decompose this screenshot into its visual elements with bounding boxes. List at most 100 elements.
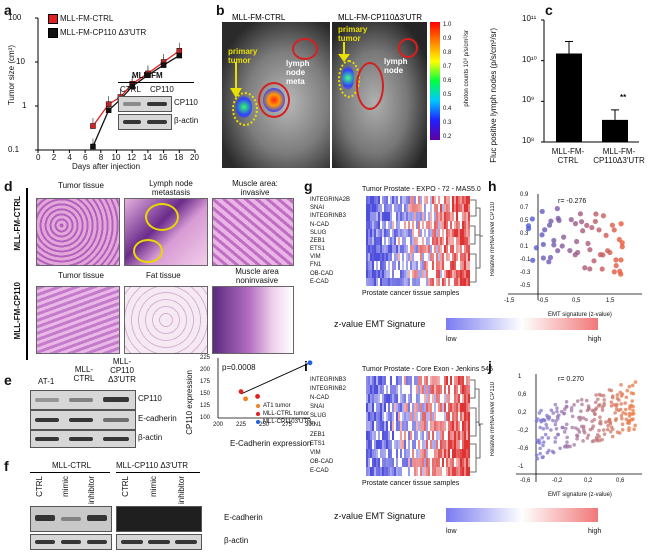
j-point — [624, 417, 629, 422]
heatmap-cell — [388, 196, 390, 205]
heatmap-cell — [438, 466, 440, 476]
j-point — [555, 409, 559, 414]
heatmap-cell — [442, 253, 444, 262]
heatmap-cell — [410, 277, 412, 286]
heatmap-cell — [376, 466, 378, 476]
heatmap-cell — [428, 277, 430, 286]
heatmap-cell — [384, 385, 386, 395]
heatmap-cell — [466, 269, 468, 278]
heatmap-cell — [386, 457, 388, 467]
heatmap-cell — [412, 430, 414, 440]
heatmap-cell — [384, 430, 386, 440]
heatmap-cell — [432, 448, 434, 458]
heatmap-cell — [456, 439, 458, 449]
heatmap-cell — [368, 220, 370, 229]
heatmap-cell — [446, 212, 448, 221]
heatmap-cell — [376, 385, 378, 395]
heatmap-cell — [400, 253, 402, 262]
heatmap-cell — [392, 228, 394, 237]
heatmap-cell — [426, 430, 428, 440]
heatmap-cell — [396, 261, 398, 270]
heatmap-cell — [426, 439, 428, 449]
g-xlabel: Prostate cancer tissue samples — [362, 290, 460, 297]
heatmap-cell — [426, 421, 428, 431]
heatmap-cell — [370, 236, 372, 246]
heatmap-cell — [366, 228, 368, 237]
heatmap-cell — [420, 261, 422, 270]
heatmap-cell — [460, 204, 462, 213]
heatmap-cell — [366, 421, 368, 431]
heatmap-cell — [454, 228, 456, 237]
heatmap-cell — [420, 394, 422, 404]
heatmap-cell — [452, 457, 454, 467]
heatmap-cell — [388, 220, 390, 229]
heatmap-cell — [382, 204, 384, 213]
e-ytick: 225 — [200, 355, 211, 361]
heatmap-cell — [400, 466, 402, 476]
heatmap-cell — [400, 403, 402, 413]
h-xlabel: EMT signature (z-value) — [548, 312, 612, 318]
heatmap-cell — [428, 236, 430, 246]
heatmap-cell — [386, 394, 388, 404]
heatmap-cell — [416, 253, 418, 262]
heatmap-cell — [458, 196, 460, 205]
heatmap-cell — [370, 439, 372, 449]
heatmap-cell — [408, 412, 410, 422]
heatmap-cell — [376, 430, 378, 440]
heatmap-cell — [422, 448, 424, 458]
heatmap-cell — [396, 376, 398, 386]
heatmap-cell — [376, 439, 378, 449]
j-point — [538, 446, 542, 451]
j-point — [620, 392, 625, 396]
heatmap-cell — [370, 430, 372, 440]
panel-label-d: d — [4, 178, 13, 194]
j-point — [595, 437, 599, 442]
heatmap-cell — [382, 412, 384, 422]
j-point — [592, 409, 596, 413]
h-point — [611, 269, 617, 275]
h-point — [613, 257, 619, 263]
heatmap-cell — [370, 196, 372, 205]
heatmap-cell — [388, 236, 390, 246]
heatmap-cell — [370, 403, 372, 413]
heatmap-cell — [416, 439, 418, 449]
h-point — [548, 218, 554, 224]
heatmap-cell — [414, 228, 416, 237]
b-label-cp110: MLL-FM-CP110Δ3′UTR — [338, 13, 423, 22]
heatmap-cell — [388, 385, 390, 395]
e-ytick: 125 — [200, 403, 211, 409]
heatmap-cell — [386, 466, 388, 476]
heatmap-cell — [444, 196, 446, 205]
heatmap-cell — [456, 466, 458, 476]
j-ytick: -1 — [518, 464, 524, 470]
heatmap-cell — [402, 261, 404, 270]
heatmap-cell — [382, 236, 384, 246]
heatmap-cell — [432, 261, 434, 270]
heatmap-cell — [446, 261, 448, 270]
heatmap-cell — [376, 253, 378, 262]
heatmap-cell — [372, 439, 374, 449]
heatmap-cell — [432, 466, 434, 476]
heatmap-cell — [404, 466, 406, 476]
heatmap-cell — [438, 394, 440, 404]
heatmap-cell — [430, 204, 432, 213]
heatmap-cell — [384, 439, 386, 449]
h-point — [554, 206, 560, 212]
heatmap-cell — [438, 245, 440, 254]
heatmap-cell — [412, 385, 414, 395]
j-point — [580, 402, 584, 407]
heatmap-cell — [388, 228, 390, 237]
a-data-point — [160, 62, 167, 68]
heatmap-cell — [368, 439, 370, 449]
heatmap-cell — [366, 376, 368, 386]
heatmap-cell — [372, 220, 374, 229]
heatmap-cell — [410, 457, 412, 467]
j-point — [570, 414, 575, 419]
a-xlabel: Days after injection — [72, 162, 141, 171]
heatmap-cell — [412, 421, 414, 431]
heatmap-cell — [394, 220, 396, 229]
heatmap-cell — [370, 457, 372, 467]
heatmap-cell — [434, 261, 436, 270]
heatmap-cell — [400, 261, 402, 270]
heatmap-cell — [466, 466, 468, 476]
